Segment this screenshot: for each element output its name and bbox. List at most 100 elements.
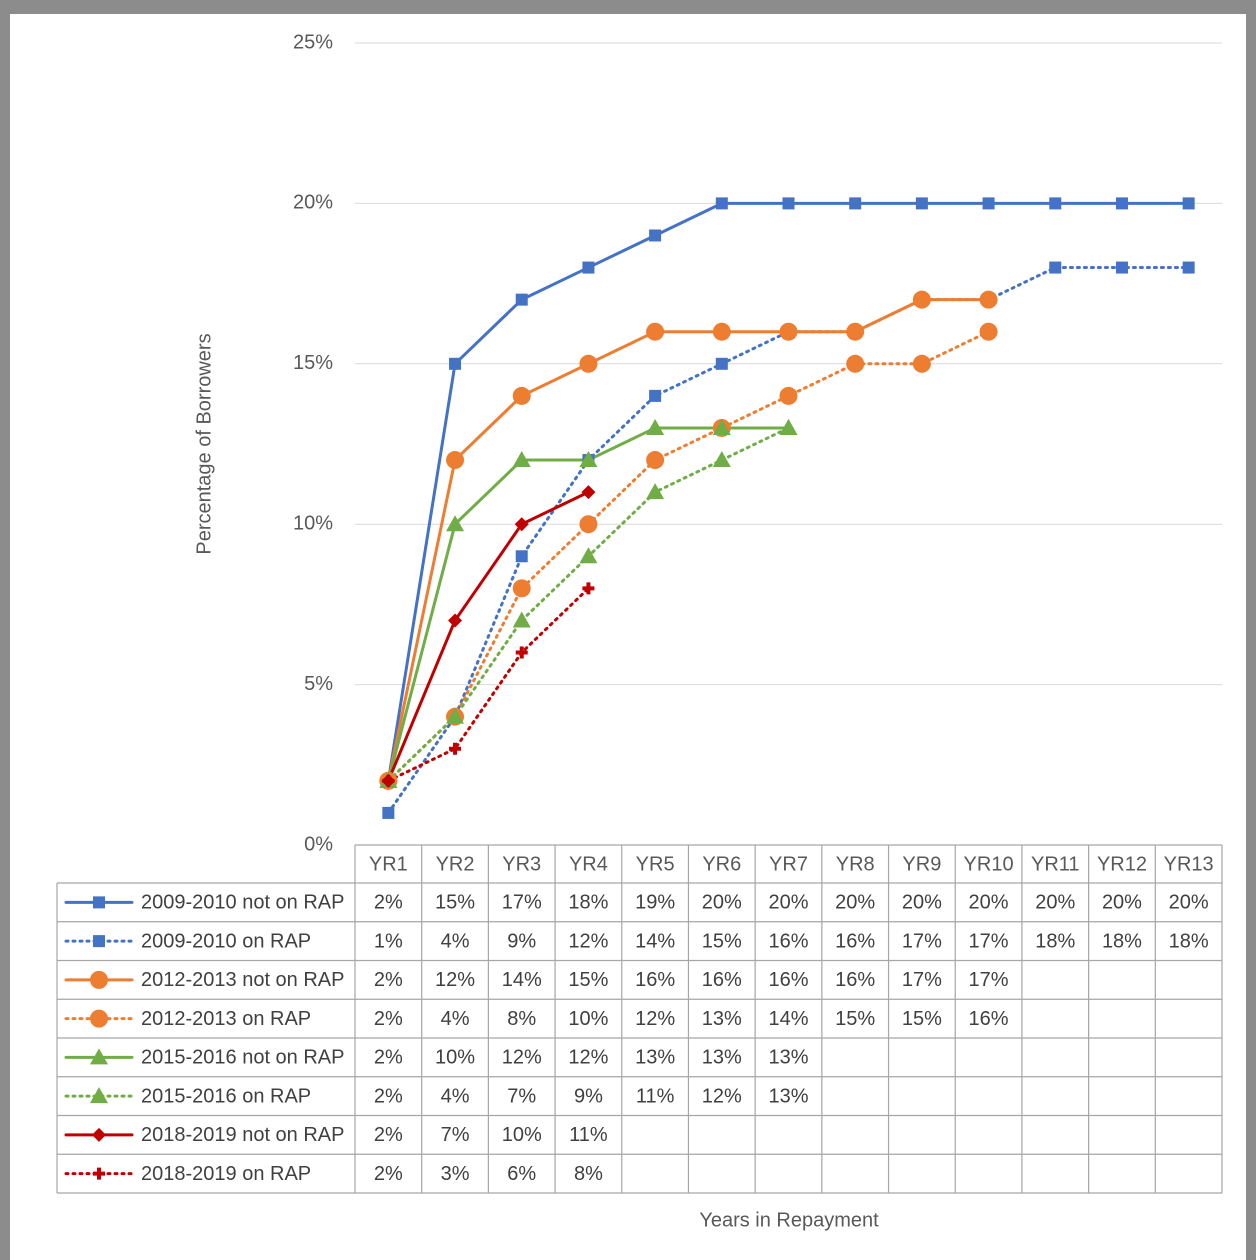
marker <box>579 547 598 564</box>
table-cell: 4% <box>441 930 470 952</box>
marker <box>1049 197 1062 210</box>
table-cell: 17% <box>902 930 942 952</box>
table-cell: 16% <box>768 969 808 991</box>
marker <box>849 197 862 210</box>
series-line <box>386 490 590 783</box>
table-cell: 7% <box>441 1124 470 1146</box>
legend-marker <box>93 1167 105 1180</box>
table-cell: 13% <box>635 1047 675 1069</box>
marker <box>779 386 798 405</box>
marker <box>646 451 665 470</box>
x-tick-label: YR1 <box>369 853 408 875</box>
marker <box>582 261 595 274</box>
marker <box>446 515 465 532</box>
x-tick-label: YR4 <box>569 853 608 875</box>
table-cell: 6% <box>507 1163 536 1185</box>
marker <box>515 646 528 659</box>
marker <box>782 197 795 210</box>
table-cell: 20% <box>902 892 942 914</box>
table-cell: 18% <box>1169 930 1209 952</box>
legend-label: 2015-2016 on RAP <box>141 1085 311 1107</box>
legend-marker <box>90 1048 108 1065</box>
marker <box>582 582 595 595</box>
marker <box>712 451 731 468</box>
y-tick-label: 5% <box>304 673 333 695</box>
table-cell: 16% <box>969 1008 1009 1030</box>
table-cell: 13% <box>702 1047 742 1069</box>
series-line <box>386 586 590 783</box>
marker <box>712 418 731 435</box>
table-cell: 13% <box>702 1008 742 1030</box>
table-cell: 18% <box>568 892 608 914</box>
table-cell: 11% <box>569 1124 608 1146</box>
marker <box>915 197 928 210</box>
table-cell: 7% <box>507 1085 536 1107</box>
table-cell: 13% <box>768 1047 808 1069</box>
x-tick-label: YR12 <box>1097 853 1147 875</box>
table-cell: 13% <box>768 1085 808 1107</box>
table-cell: 16% <box>702 969 742 991</box>
legend-label: 2018-2019 on RAP <box>141 1163 311 1185</box>
table-cell: 2% <box>374 1124 403 1146</box>
marker <box>979 290 998 309</box>
marker <box>512 386 531 405</box>
marker <box>579 451 598 468</box>
y-tick-label: 20% <box>293 192 333 214</box>
table-cell: 14% <box>768 1008 808 1030</box>
x-tick-label: YR5 <box>636 853 675 875</box>
legend-label: 2012-2013 on RAP <box>141 1008 311 1030</box>
table-cell: 2% <box>374 969 403 991</box>
table-cell: 20% <box>1169 892 1209 914</box>
marker <box>512 451 531 468</box>
x-tick-label: YR7 <box>769 853 808 875</box>
marker <box>579 515 598 534</box>
table-cell: 4% <box>441 1085 470 1107</box>
x-tick-label: YR13 <box>1164 853 1214 875</box>
table-cell: 15% <box>835 1008 875 1030</box>
table-cell: 2% <box>374 1085 403 1107</box>
y-tick-label: 25% <box>293 31 333 53</box>
table-cell: 2% <box>374 1047 403 1069</box>
x-tick-label: YR6 <box>702 853 741 875</box>
x-tick-label: YR3 <box>502 853 541 875</box>
table-cell: 4% <box>441 1008 470 1030</box>
table-cell: 17% <box>969 969 1009 991</box>
table-cell: 8% <box>574 1163 603 1185</box>
legend-label: 2009-2010 on RAP <box>141 930 311 952</box>
table-cell: 19% <box>635 892 675 914</box>
series-line <box>386 298 991 783</box>
table-cell: 15% <box>568 969 608 991</box>
marker <box>579 354 598 373</box>
marker <box>1182 261 1195 274</box>
x-tick-label: YR10 <box>964 853 1014 875</box>
marker <box>649 389 662 402</box>
marker <box>646 322 665 341</box>
table-cell: 15% <box>902 1008 942 1030</box>
marker <box>446 707 465 724</box>
table-cell: 12% <box>702 1085 742 1107</box>
marker <box>514 517 529 532</box>
marker <box>382 774 395 787</box>
marker <box>779 322 798 341</box>
marker <box>712 322 731 341</box>
legend-marker <box>90 1087 108 1104</box>
marker <box>912 354 931 373</box>
table-cell: 17% <box>902 969 942 991</box>
marker <box>1115 261 1128 274</box>
marker <box>1049 261 1062 274</box>
marker <box>846 322 865 341</box>
marker <box>979 322 998 341</box>
table-cell: 16% <box>835 969 875 991</box>
marker <box>515 293 528 306</box>
table-cell: 20% <box>1102 892 1142 914</box>
marker <box>512 579 531 598</box>
table-cell: 17% <box>969 930 1009 952</box>
marker <box>581 485 596 500</box>
table-cell: 18% <box>1035 930 1075 952</box>
marker <box>646 483 665 500</box>
legend-label: 2018-2019 not on RAP <box>141 1124 345 1146</box>
table-cell: 12% <box>502 1047 542 1069</box>
table-cell: 12% <box>435 969 475 991</box>
table-cell: 14% <box>635 930 675 952</box>
